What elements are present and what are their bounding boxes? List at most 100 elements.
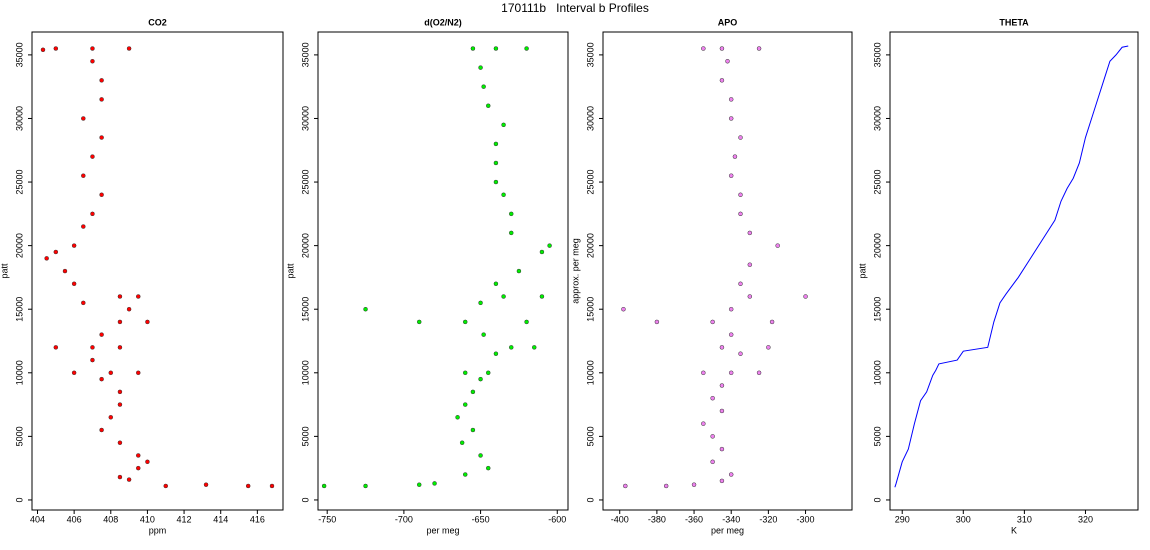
point — [710, 319, 715, 325]
point — [728, 306, 734, 312]
point — [747, 230, 753, 236]
y-tick-label: 5000 — [14, 426, 24, 446]
y-tick-label: 20000 — [14, 233, 24, 258]
point — [90, 154, 95, 159]
panel: d(O2/N2) per meg patt -750 -700 -650 -600 0 5000… — [285, 17, 569, 535]
point — [470, 389, 476, 395]
x-tick-label: 410 — [140, 514, 155, 524]
point — [117, 294, 123, 299]
panel: APO per meg approx. per meg -400 -380 -360 -34… — [570, 17, 853, 535]
point — [90, 345, 95, 350]
y-tick-label: 25000 — [14, 170, 24, 195]
point — [117, 474, 123, 480]
point — [136, 453, 141, 458]
y-axis-label: patt — [0, 263, 9, 279]
point — [728, 173, 734, 178]
point — [81, 173, 86, 178]
point — [532, 345, 537, 350]
point — [747, 262, 753, 267]
point — [363, 483, 368, 489]
point — [117, 319, 123, 325]
point — [493, 179, 499, 185]
y-tick-label: 25000 — [300, 170, 310, 195]
point — [547, 243, 552, 248]
point — [738, 281, 743, 287]
point — [719, 383, 725, 388]
y-tick-label: 15000 — [300, 297, 310, 322]
point — [493, 141, 499, 147]
y-tick-label: 10000 — [872, 360, 882, 385]
point — [738, 192, 743, 198]
point — [363, 306, 368, 312]
x-tick-label: -650 — [472, 514, 490, 524]
point — [432, 481, 437, 486]
y-tick-label: 30000 — [300, 106, 310, 131]
point — [501, 192, 506, 198]
point — [501, 122, 506, 128]
point — [117, 389, 123, 395]
point — [470, 427, 476, 433]
point — [53, 345, 59, 350]
y-tick-label: 10000 — [585, 360, 595, 385]
x-axis-label: K — [1011, 525, 1017, 535]
y-tick-label: 15000 — [14, 297, 24, 322]
point — [725, 58, 730, 64]
point — [99, 78, 104, 83]
point — [99, 135, 104, 140]
point — [117, 402, 123, 407]
point — [738, 135, 743, 140]
point — [719, 408, 725, 414]
y-axis-label: approx. per meg — [570, 238, 580, 304]
point — [90, 211, 95, 217]
point — [478, 376, 483, 382]
point — [701, 46, 706, 51]
x-tick-label: 310 — [1017, 514, 1032, 524]
point — [126, 477, 132, 482]
x-tick-label: -320 — [759, 514, 777, 524]
point — [62, 268, 68, 274]
point — [654, 319, 660, 325]
point — [481, 84, 486, 89]
y-tick-label: 0 — [585, 497, 595, 502]
point — [478, 453, 483, 458]
point — [108, 415, 114, 420]
x-tick-label: 414 — [213, 514, 228, 524]
y-tick-label: 5000 — [872, 426, 882, 446]
point — [90, 58, 95, 64]
point — [493, 351, 499, 356]
y-tick-label: 30000 — [872, 106, 882, 131]
panel-title: CO2 — [148, 17, 167, 27]
point — [756, 46, 762, 51]
point — [691, 482, 697, 487]
y-axis-label: patt — [285, 263, 295, 279]
y-tick-label: 20000 — [300, 233, 310, 258]
point — [40, 47, 46, 53]
point — [732, 154, 738, 159]
y-tick-label: 25000 — [585, 170, 595, 195]
x-tick-label: 406 — [67, 514, 82, 524]
point — [719, 46, 725, 51]
y-tick-label: 25000 — [872, 170, 882, 195]
point — [728, 97, 734, 102]
y-tick-label: 10000 — [300, 360, 310, 385]
y-tick-label: 20000 — [585, 233, 595, 258]
y-tick-label: 5000 — [585, 426, 595, 446]
point — [485, 370, 491, 376]
y-axis-label: patt — [857, 263, 867, 279]
plot-frame — [602, 31, 853, 511]
point — [462, 319, 468, 325]
point — [99, 97, 104, 102]
point — [728, 332, 734, 337]
point — [269, 483, 275, 489]
point — [53, 249, 59, 255]
point — [728, 116, 734, 121]
point — [509, 211, 514, 217]
point — [126, 306, 132, 312]
point — [509, 230, 514, 236]
panel-title: APO — [718, 17, 738, 27]
point — [44, 256, 49, 261]
plot-frame — [317, 31, 569, 511]
y-tick-label: 0 — [872, 497, 882, 502]
y-tick-label: 35000 — [872, 42, 882, 67]
